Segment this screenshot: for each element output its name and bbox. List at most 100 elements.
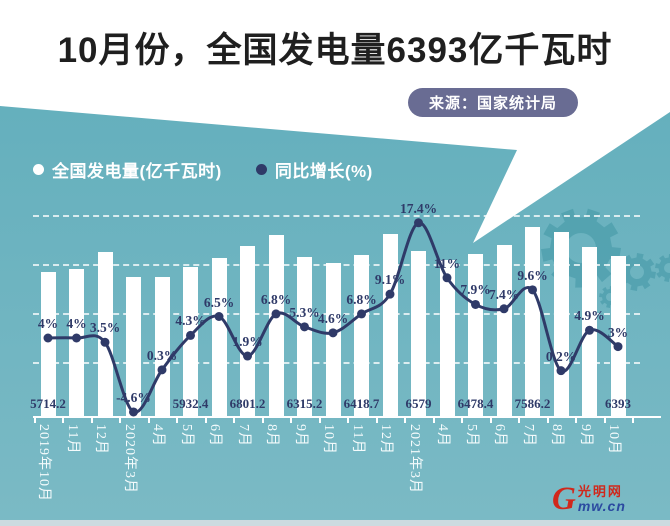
legend-label-growth: 同比增长(%) [274, 162, 373, 181]
bar-value-label: 6393 [605, 396, 631, 411]
white-header-wedge [0, 0, 670, 243]
x-axis-label: 6月 [492, 424, 507, 447]
tick-mark [518, 418, 521, 423]
gear-icon [655, 254, 670, 282]
x-axis-label: 8月 [264, 424, 279, 447]
bar [69, 268, 84, 417]
bar-value-label: 6478.4 [457, 396, 494, 411]
chart-legend: 全国发电量(亿千瓦时) 同比增长(%) [33, 157, 373, 182]
bar [354, 254, 369, 417]
growth-point-label: 4.6% [317, 310, 349, 326]
tick-mark [147, 418, 150, 423]
bar-value-label: 6418.7 [343, 396, 380, 411]
gmw-logo-text: 光明网 mw.cn [578, 485, 626, 514]
bar [496, 244, 512, 417]
page-title: 10月份，全国发电量6393亿千瓦时 [57, 31, 613, 70]
legend-item-generation: 全国发电量(亿千瓦时) [33, 157, 222, 182]
legend-dot-white-icon [33, 164, 44, 175]
x-axis-label: 10月 [321, 424, 336, 455]
bar [439, 259, 455, 417]
bar [582, 247, 597, 417]
gmw-logo-chinese: 光明网 [577, 484, 623, 499]
bar-value-label: 5714.2 [30, 396, 66, 411]
growth-point-label: 4% [37, 316, 59, 331]
gmw-logo-g: G [552, 481, 576, 517]
x-axis-label: 10月 [606, 424, 621, 455]
gmw-logo: G 光明网 mw.cn [552, 483, 626, 516]
tick-mark [318, 418, 321, 423]
growth-point-label: 7.9% [460, 282, 491, 298]
tick-mark [204, 418, 207, 423]
bar [268, 235, 284, 417]
tick-mark [347, 418, 350, 423]
gear-icon [618, 253, 656, 291]
bar-value-label: 6801.2 [229, 396, 266, 411]
x-axis-label: 2020年3月 [121, 424, 137, 494]
tick-mark [176, 418, 179, 423]
tick-mark [432, 418, 435, 423]
growth-point-label: 4% [66, 316, 87, 331]
tick-mark [546, 418, 549, 423]
tick-mark [404, 418, 407, 423]
gmw-logo-domain: mw.cn [577, 498, 626, 514]
x-axis-label: 11月 [64, 424, 80, 455]
x-axis-label: 8月 [549, 424, 564, 447]
x-axis-label: 7月 [235, 424, 251, 447]
growth-point-label: 3% [607, 324, 629, 340]
growth-point-label: 4.9% [574, 308, 605, 324]
bar [240, 245, 255, 417]
bar-value-label: 6579 [405, 396, 432, 411]
tick-mark [375, 418, 378, 423]
x-axis-label: 4月 [150, 424, 165, 447]
growth-point-label: 3.5% [89, 320, 121, 336]
bar [211, 258, 227, 417]
tick-mark [603, 418, 606, 423]
x-axis-label: 5月 [178, 424, 194, 447]
growth-point-label: 0.3% [146, 347, 178, 363]
tick-mark [632, 418, 635, 423]
x-axis-label: 7月 [520, 424, 536, 447]
x-axis-label: 11月 [349, 424, 365, 455]
gridline [33, 215, 640, 217]
bar [525, 226, 540, 417]
growth-point-label: 6.8% [346, 291, 377, 307]
bottom-strip [0, 520, 670, 526]
growth-point-label: 6.5% [203, 294, 235, 310]
growth-point-label: 9.6% [517, 267, 548, 283]
bar [382, 234, 398, 417]
legend-label-generation: 全国发电量(亿千瓦时) [52, 162, 222, 181]
growth-point-label: 4.3% [175, 313, 206, 329]
growth-point-label: 5.3% [289, 304, 320, 320]
bar [297, 257, 312, 417]
growth-point-label: 1.9% [232, 334, 263, 350]
x-axis-label: 2021年3月 [406, 424, 422, 494]
bar-value-label: 6315.2 [286, 396, 323, 411]
growth-point-label: -4.6% [116, 389, 151, 405]
x-axis-label: 9月 [577, 424, 593, 447]
growth-point-label: 9.1% [374, 272, 406, 288]
x-axis-label: 2019年10月 [36, 424, 51, 502]
x-axis-label: 12月 [378, 424, 393, 455]
tick-mark [90, 418, 93, 423]
x-axis-label: 5月 [463, 424, 479, 447]
source-badge: 来源：国家统计局 [408, 88, 578, 117]
tick-mark [261, 418, 264, 423]
x-axis-line [33, 415, 661, 418]
legend-item-growth: 同比增长(%) [255, 157, 373, 182]
bar [411, 251, 426, 417]
x-axis-label: 9月 [292, 424, 308, 447]
bar-value-label: 7586.2 [514, 396, 551, 411]
bar [325, 262, 341, 417]
growth-point-label: 11% [433, 255, 461, 271]
x-axis-label: 4月 [435, 424, 450, 447]
growth-point-label: 6.8% [260, 291, 292, 307]
tick-mark [119, 418, 122, 423]
bar [468, 253, 483, 417]
growth-point-label: 7.4% [488, 286, 520, 302]
bar-value-label: 5932.4 [172, 396, 209, 411]
tick-mark [62, 418, 65, 423]
tick-mark [233, 418, 236, 423]
legend-dot-navy-icon [255, 164, 267, 175]
